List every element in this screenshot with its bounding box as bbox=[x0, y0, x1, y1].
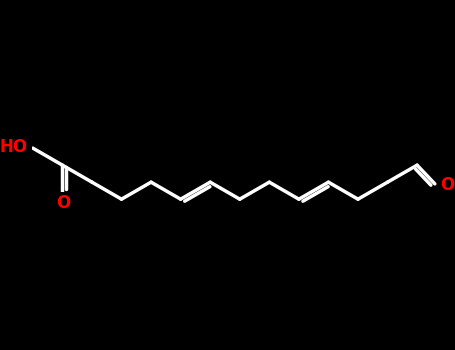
Text: O: O bbox=[440, 176, 455, 194]
Text: HO: HO bbox=[0, 138, 27, 156]
Text: O: O bbox=[56, 194, 71, 212]
